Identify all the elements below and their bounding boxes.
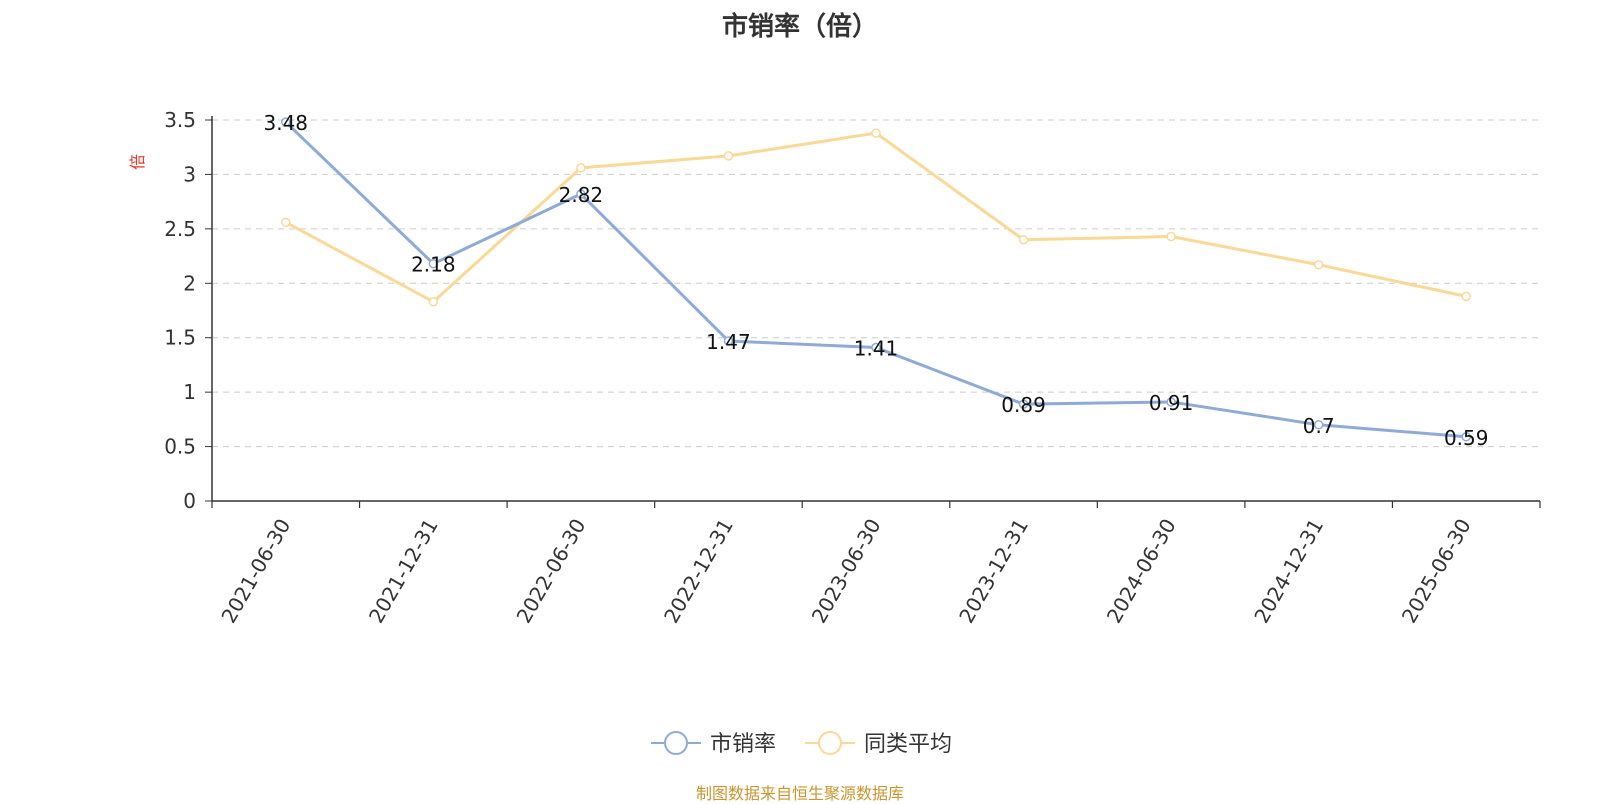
y-tick-label: 3 — [183, 162, 196, 186]
data-label: 2.18 — [411, 253, 456, 277]
data-point — [281, 117, 291, 127]
x-tick-label: 2025-06-30 — [1397, 515, 1476, 628]
data-label: 0.91 — [1149, 391, 1194, 415]
x-tick-label: 2024-06-30 — [1102, 515, 1181, 628]
data-point — [1018, 399, 1029, 409]
series-layer — [281, 117, 1471, 442]
data-point — [1461, 291, 1471, 302]
data-point — [1166, 397, 1176, 407]
y-tick-label: 0.5 — [164, 435, 196, 459]
data-label: 2.82 — [559, 183, 604, 207]
data-point — [428, 297, 439, 307]
data-point — [723, 151, 734, 161]
data-label: 0.59 — [1444, 426, 1489, 450]
y-tick-label: 1 — [183, 380, 196, 404]
x-tick-label: 2022-06-30 — [512, 515, 591, 628]
data-label: 1.47 — [706, 330, 751, 354]
x-tick-label: 2021-12-31 — [364, 515, 443, 628]
data-point — [871, 342, 881, 353]
data-point — [576, 163, 586, 173]
x-tick-label: 2023-12-31 — [954, 515, 1033, 628]
data-point — [1313, 260, 1324, 270]
legend-marker — [664, 731, 688, 755]
data-point — [576, 189, 586, 199]
data-point — [871, 128, 881, 138]
data-point — [1461, 432, 1471, 442]
y-tick-label: 2 — [183, 271, 196, 295]
data-label: 0.7 — [1303, 414, 1335, 438]
y-axis-label: 倍 — [128, 154, 147, 170]
y-tick-label: 3.5 — [164, 108, 196, 132]
axis-layer: 0 0.5 1 1.5 2 2.5 3 3.5 倍 2021-06-30 2021-12-31 202… — [128, 108, 1541, 628]
y-tick-label: 2.5 — [164, 217, 196, 241]
y-tick-label: 1.5 — [164, 326, 196, 350]
data-label: 0.89 — [1001, 393, 1046, 417]
chart-title: 市销率（倍） — [721, 12, 878, 42]
legend-marker — [818, 731, 842, 755]
y-tick-label: 0 — [183, 489, 196, 513]
source-note: 制图数据来自恒生聚源数据库 — [695, 784, 904, 803]
data-label: 3.48 — [264, 111, 309, 135]
x-tick-label: 2023-06-30 — [807, 515, 886, 628]
data-point — [1018, 234, 1029, 245]
data-point — [723, 336, 734, 346]
grid-layer — [212, 119, 1540, 448]
x-tick-label: 2022-12-31 — [659, 515, 738, 628]
x-tick-label: 2021-06-30 — [216, 515, 295, 628]
legend: 市销率 同类平均 — [651, 731, 952, 757]
series-line-main — [284, 121, 1467, 439]
data-point — [1166, 231, 1176, 242]
x-tick-label: 2024-12-31 — [1249, 515, 1328, 628]
legend-label: 市销率 — [710, 732, 776, 757]
legend-label: 同类平均 — [864, 732, 952, 757]
series-line-avg — [285, 131, 1467, 304]
data-label: 1.41 — [854, 337, 899, 361]
data-point — [281, 217, 291, 228]
label-layer: 3.48 2.18 2.82 1.47 1.41 0.89 0.91 0.7 0.59 — [264, 111, 1489, 450]
data-point — [428, 258, 439, 269]
data-point — [1313, 420, 1324, 430]
